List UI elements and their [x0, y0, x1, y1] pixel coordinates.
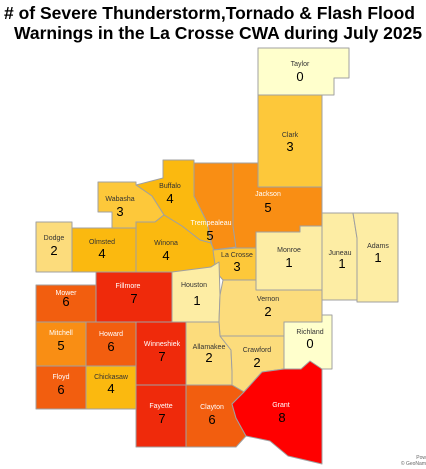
county-value-allamakee: 2: [205, 350, 212, 365]
title-line-1: # of Severe Thunderstorm,Tornado & Flash…: [4, 3, 415, 23]
county-labels: Taylor0Clark3Buffalo4Trempealeau5Jackson…: [44, 61, 390, 427]
county-name-la-crosse: La Crosse: [221, 252, 253, 259]
county-name-jackson: Jackson: [255, 191, 281, 198]
county-name-mitchell: Mitchell: [49, 330, 73, 337]
county-value-winona: 4: [162, 248, 169, 263]
county-name-taylor: Taylor: [291, 61, 310, 68]
county-value-olmsted: 4: [98, 246, 105, 261]
county-name-chickasaw: Chickasaw: [94, 374, 129, 381]
credit-line-2: © GeoNam: [400, 461, 426, 467]
county-name-grant: Grant: [272, 402, 290, 409]
county-value-adams: 1: [374, 250, 381, 265]
county-houston: [171, 261, 221, 323]
county-value-floyd: 6: [57, 382, 64, 397]
county-value-jackson: 5: [264, 200, 271, 215]
county-grant: [231, 360, 323, 465]
county-name-adams: Adams: [367, 243, 389, 250]
county-name-buffalo: Buffalo: [159, 183, 181, 190]
county-value-trempealeau: 5: [206, 228, 213, 243]
county-shapes: [35, 47, 399, 465]
county-name-clayton: Clayton: [200, 404, 224, 411]
county-value-grant: 8: [278, 410, 285, 425]
county-name-howard: Howard: [99, 331, 123, 338]
county-value-mower: 6: [62, 294, 69, 309]
county-value-la-crosse: 3: [233, 259, 240, 274]
county-name-dodge: Dodge: [44, 235, 65, 242]
map-title: # of Severe Thunderstorm,Tornado & Flash…: [0, 0, 426, 46]
county-name-juneau: Juneau: [329, 250, 352, 257]
county-name-monroe: Monroe: [277, 247, 301, 254]
county-value-fayette: 7: [158, 411, 165, 426]
county-name-winneshiek: Winneshiek: [144, 341, 181, 348]
title-line-2: Warnings in the La Crosse CWA during Jul…: [14, 23, 423, 43]
county-name-trempealeau: Trempealeau: [191, 220, 232, 227]
county-value-clark: 3: [286, 139, 293, 154]
county-name-olmsted: Olmsted: [89, 239, 115, 246]
county-value-fillmore: 7: [130, 291, 137, 306]
county-value-juneau: 1: [338, 256, 345, 271]
county-name-mower: Mower: [55, 290, 77, 297]
county-name-richland: Richland: [296, 329, 323, 336]
county-value-howard: 6: [107, 339, 114, 354]
county-value-richland: 0: [306, 336, 313, 351]
county-value-crawford: 2: [253, 355, 260, 370]
county-value-winneshiek: 7: [158, 349, 165, 364]
county-value-houston: 1: [193, 293, 200, 308]
county-value-wabasha: 3: [116, 204, 123, 219]
county-name-houston: Houston: [181, 282, 207, 289]
county-value-taylor: 0: [296, 69, 303, 84]
county-name-wabasha: Wabasha: [105, 196, 134, 203]
county-value-clayton: 6: [208, 412, 215, 427]
county-name-vernon: Vernon: [257, 296, 279, 303]
county-name-floyd: Floyd: [52, 374, 69, 381]
county-name-allamakee: Allamakee: [193, 344, 226, 351]
county-value-monroe: 1: [285, 255, 292, 270]
county-name-clark: Clark: [282, 132, 299, 139]
county-value-buffalo: 4: [166, 191, 173, 206]
county-value-chickasaw: 4: [107, 381, 114, 396]
county-name-crawford: Crawford: [243, 347, 272, 354]
map-credit: Pow © GeoNam: [401, 455, 426, 467]
credit-line-1: Pow: [416, 455, 426, 461]
county-name-fillmore: Fillmore: [116, 283, 141, 290]
county-value-mitchell: 5: [57, 338, 64, 353]
county-value-dodge: 2: [50, 243, 57, 258]
county-value-vernon: 2: [264, 304, 271, 319]
county-name-fayette: Fayette: [149, 403, 172, 410]
county-name-winona: Winona: [154, 240, 178, 247]
county-adams: [352, 212, 399, 303]
